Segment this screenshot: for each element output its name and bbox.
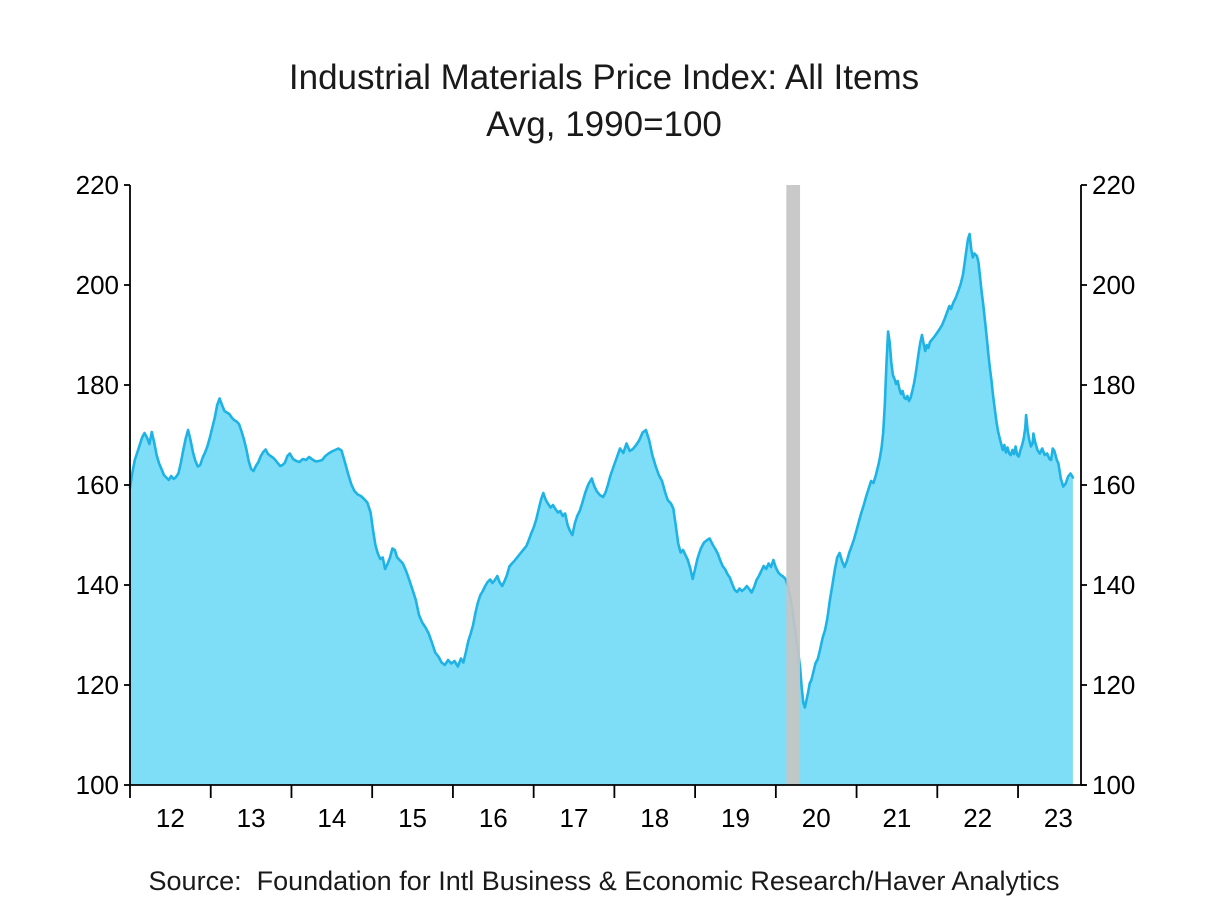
x-tick-label: 23 xyxy=(1044,803,1073,833)
y-tick-label-left: 120 xyxy=(76,670,119,700)
x-tick-label: 13 xyxy=(237,803,266,833)
source-citation: Source: Foundation for Intl Business & E… xyxy=(148,866,1060,896)
x-tick-label: 21 xyxy=(882,803,911,833)
y-tick-label-right: 200 xyxy=(1092,270,1135,300)
x-tick-label: 20 xyxy=(802,803,831,833)
y-tick-label-left: 100 xyxy=(76,770,119,800)
chart-subtitle: Avg, 1990=100 xyxy=(486,105,722,144)
x-tick-label: 14 xyxy=(317,803,346,833)
y-tick-label-right: 140 xyxy=(1092,570,1135,600)
y-tick-label-left: 140 xyxy=(76,570,119,600)
series-area-fill xyxy=(130,234,1073,785)
series-line xyxy=(128,232,1075,709)
x-tick-label: 18 xyxy=(640,803,669,833)
y-tick-label-right: 160 xyxy=(1092,470,1135,500)
y-tick-label-left: 180 xyxy=(76,370,119,400)
x-tick-label: 19 xyxy=(721,803,750,833)
y-tick-label-left: 160 xyxy=(76,470,119,500)
y-tick-label-right: 180 xyxy=(1092,370,1135,400)
chart-title-block: Industrial Materials Price Index: All It… xyxy=(0,54,1208,148)
x-tick-label: 22 xyxy=(963,803,992,833)
recession-band xyxy=(786,185,801,785)
chart-title: Industrial Materials Price Index: All It… xyxy=(288,58,920,97)
x-tick-label: 12 xyxy=(156,803,185,833)
x-tick-label: 15 xyxy=(398,803,427,833)
x-tick-label: 17 xyxy=(560,803,589,833)
y-tick-label-right: 220 xyxy=(1092,170,1135,200)
x-tick-label: 16 xyxy=(479,803,508,833)
y-tick-label-left: 220 xyxy=(76,170,119,200)
y-tick-label-right: 120 xyxy=(1092,670,1135,700)
y-tick-label-left: 200 xyxy=(76,270,119,300)
y-tick-label-right: 100 xyxy=(1092,770,1135,800)
